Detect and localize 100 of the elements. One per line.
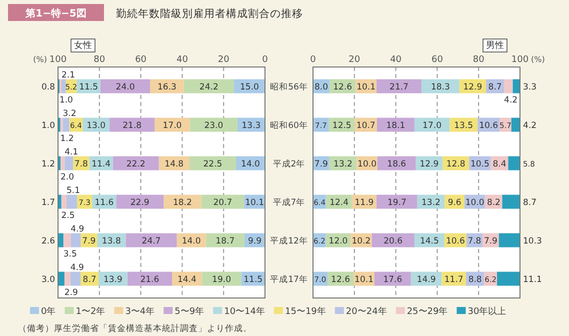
data-label: 11.9 [354, 198, 374, 208]
legend-label: 25〜29年 [406, 306, 448, 317]
data-label: 9.9 [248, 236, 262, 246]
legend-label: 30年以上 [468, 306, 506, 317]
x-tick-label: 60 [431, 55, 444, 65]
y-tick-label: 昭和60年 [270, 120, 308, 131]
data-label: 11.5 [79, 82, 98, 92]
y-tick-label: 平成2年 [272, 158, 306, 170]
data-label: 11.7 [444, 274, 464, 285]
data-label: 2.9 [64, 288, 78, 298]
data-label: 1.7 [41, 198, 55, 208]
legend-label: 1〜2年 [76, 306, 106, 317]
data-label: 17.0 [422, 120, 442, 131]
data-label: 22.2 [126, 159, 146, 170]
data-label: 13.2 [422, 198, 440, 208]
data-label: 18.2 [172, 198, 192, 208]
data-label: 1.2 [41, 159, 55, 170]
data-label: 8.7 [82, 274, 96, 285]
data-label: 10.0 [358, 159, 376, 170]
data-label: 3.5 [63, 249, 77, 260]
x-tick-label: 80 [472, 55, 485, 65]
data-label: 4.9 [70, 262, 84, 273]
data-label: 17.6 [383, 274, 402, 285]
data-label: 8.7 [523, 198, 537, 208]
x-tick-label: 20 [348, 55, 360, 65]
data-label: 10.1 [354, 274, 374, 285]
data-label: 24.7 [142, 236, 161, 246]
data-label: 14.8 [164, 159, 184, 170]
data-label: 13.8 [102, 236, 121, 246]
data-label: 21.8 [122, 120, 142, 131]
data-label: 24.2 [199, 82, 218, 92]
x-tick-label: 0 [262, 55, 268, 65]
data-label: 11.4 [92, 159, 111, 170]
data-label: 10.5 [470, 159, 490, 170]
data-label: 12.8 [446, 159, 466, 170]
data-label: 3.0 [41, 274, 55, 285]
data-label: 2.0 [60, 172, 74, 182]
x-tick-label: 100 [49, 55, 67, 65]
data-label: 2.5 [61, 210, 75, 221]
x-tick-label: 80 [94, 55, 106, 65]
data-label: 19.7 [387, 198, 406, 208]
figure-number: 第1−特−5図 [8, 4, 104, 21]
text: 勤続年数階級別雇用者構成割合の推移 [116, 7, 303, 20]
legend-label: 3〜4年 [125, 306, 155, 317]
y-tick-label: 平成17年 [270, 274, 308, 285]
x-tick-label: 20 [218, 55, 230, 65]
data-label: 18.6 [387, 159, 406, 170]
data-label: 8.4 [492, 159, 506, 170]
data-label: 7.8 [468, 236, 482, 246]
data-label: 14.4 [177, 274, 196, 285]
data-label: 22.5 [203, 159, 222, 170]
data-label: 2.1 [62, 70, 76, 80]
data-label: 12.5 [332, 120, 352, 131]
legend-label: 5〜9年 [174, 306, 204, 317]
data-label: 8.0 [314, 82, 328, 92]
data-label: 23.0 [204, 120, 224, 131]
data-label: 7.9 [82, 236, 96, 246]
x-tick-label: 40 [176, 55, 188, 65]
legend-label: 20〜24年 [346, 306, 387, 317]
y-tick-label: 平成7年 [272, 196, 306, 208]
data-label: 17.0 [162, 120, 182, 131]
data-label: 4.2 [504, 95, 518, 106]
data-label: 9.6 [448, 198, 462, 208]
data-label: 2.6 [41, 236, 55, 246]
data-label: 12.9 [420, 159, 439, 170]
data-label: 14.0 [182, 236, 201, 246]
data-label: 14.5 [420, 236, 439, 246]
y-tick-label: 平成12年 [270, 235, 308, 246]
data-label: 10.1 [245, 198, 264, 208]
data-label: 1.0 [41, 120, 55, 131]
data-label: 8.7 [488, 82, 502, 92]
data-label: 1.0 [59, 95, 73, 106]
data-label: 12.0 [328, 236, 348, 246]
data-label: 20.6 [384, 236, 403, 246]
data-label: 4.2 [523, 120, 537, 131]
data-label: 3.2 [62, 108, 76, 119]
data-label: 21.6 [140, 274, 160, 285]
data-label: 22.9 [130, 198, 150, 208]
data-label: 12.6 [331, 274, 350, 285]
data-label: 4.1 [64, 147, 78, 158]
data-label: 7.9 [314, 159, 328, 170]
data-label: 10.0 [465, 198, 484, 208]
data-label: 10.2 [352, 236, 371, 246]
data-label: 8.2 [486, 198, 500, 208]
x-axis-title: (%) [531, 55, 545, 64]
data-label: 11.1 [523, 274, 542, 285]
data-label: 14.0 [241, 159, 260, 170]
data-label: 1.2 [60, 134, 74, 144]
data-label: 12.9 [463, 82, 482, 92]
data-label: 21.7 [390, 82, 408, 92]
data-label: 16.3 [158, 82, 176, 92]
data-label: 13.3 [242, 120, 261, 131]
chart-title: 男性 [486, 40, 504, 51]
data-label: 12.6 [333, 82, 352, 92]
data-label: 13.5 [454, 120, 474, 131]
data-label: 7.9 [484, 236, 498, 246]
data-label: 10.3 [523, 236, 542, 246]
chart-title: 女性 [74, 40, 92, 51]
data-label: 20.7 [213, 198, 232, 208]
data-label: 0.8 [41, 82, 55, 92]
